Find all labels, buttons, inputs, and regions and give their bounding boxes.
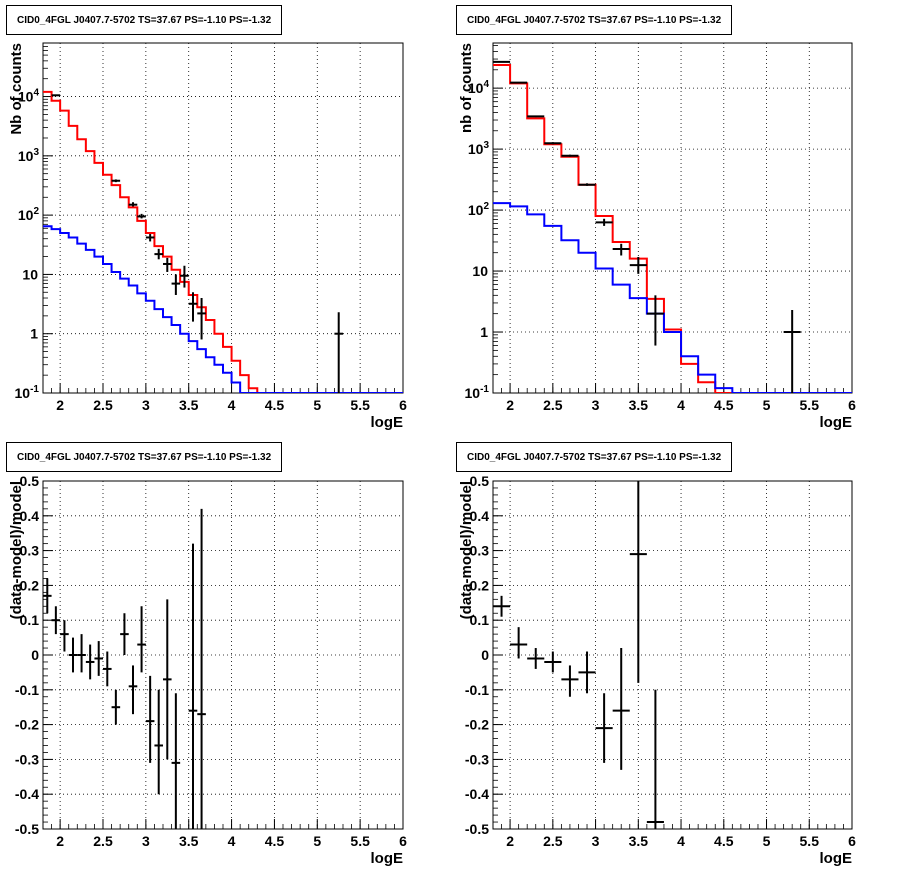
x-tick-label: 3 bbox=[592, 833, 600, 849]
y-axis-label: (data-model)/model bbox=[8, 481, 25, 619]
y-tick-label: -0.3 bbox=[15, 751, 39, 767]
x-tick-label: 3.5 bbox=[179, 397, 199, 413]
x-tick-label: 2 bbox=[56, 833, 64, 849]
y-tick-label: -0.4 bbox=[465, 786, 489, 802]
y-tick-label: -0.5 bbox=[15, 821, 39, 837]
x-axis-label: logE bbox=[820, 414, 853, 431]
y-tick-label: 0.5 bbox=[20, 473, 40, 489]
x-tick-label: 2.5 bbox=[93, 397, 113, 413]
x-tick-label: 2 bbox=[506, 397, 514, 413]
chart-title: CID0_4FGL J0407.7-5702 TS=37.67 PS=-1.10… bbox=[6, 5, 283, 35]
y-tick-label: 10-1 bbox=[465, 384, 490, 401]
x-tick-label: 5.5 bbox=[800, 397, 820, 413]
y-tick-label: 102 bbox=[468, 201, 490, 218]
data-layer bbox=[493, 60, 852, 393]
y-tick-label: 10 bbox=[22, 266, 38, 282]
series-line-1 bbox=[43, 225, 403, 393]
y-tick-label: 0.2 bbox=[20, 577, 40, 593]
x-tick-label: 2.5 bbox=[543, 833, 563, 849]
x-tick-label: 4 bbox=[677, 397, 685, 413]
x-tick-label: 5.5 bbox=[800, 833, 820, 849]
y-tick-label: 0.3 bbox=[470, 543, 490, 559]
x-tick-label: 3.5 bbox=[629, 397, 649, 413]
chart-title: CID0_4FGL J0407.7-5702 TS=37.67 PS=-1.10… bbox=[456, 5, 733, 35]
y-tick-label: 104 bbox=[18, 88, 40, 105]
y-tick-label: 0.5 bbox=[470, 473, 490, 489]
chart-title: CID0_4FGL J0407.7-5702 TS=37.67 PS=-1.10… bbox=[6, 442, 283, 472]
y-tick-label: -0.2 bbox=[465, 717, 489, 733]
y-tick-label: 102 bbox=[18, 206, 40, 223]
y-axis-label: (data-model)/model bbox=[458, 481, 475, 619]
y-tick-label: 0 bbox=[31, 647, 39, 663]
x-tick-label: 4 bbox=[228, 833, 236, 849]
x-tick-label: 3 bbox=[142, 833, 150, 849]
y-tick-label: 0.2 bbox=[470, 577, 490, 593]
x-tick-label: 4 bbox=[677, 833, 685, 849]
y-axis-label: nb of counts bbox=[458, 43, 475, 133]
plot-frame bbox=[492, 480, 853, 830]
x-tick-label: 3 bbox=[592, 397, 600, 413]
x-tick-label: 6 bbox=[848, 833, 856, 849]
chart-panel-3: 2 2.5 3 3.5 4 4.5 5 5.5 6 -0.5 -0.4 -0.3 -0.2 -0.1 0 0.… bbox=[458, 473, 856, 867]
x-axis-label: logE bbox=[820, 850, 853, 867]
y-tick-label: -0.4 bbox=[15, 786, 39, 802]
x-tick-label: 3.5 bbox=[179, 833, 199, 849]
data-layer bbox=[43, 90, 403, 393]
y-tick-label: 103 bbox=[468, 140, 490, 157]
y-tick-label: 0.1 bbox=[470, 612, 490, 628]
y-tick-label: -0.3 bbox=[465, 751, 489, 767]
x-axis-label: logE bbox=[371, 414, 404, 431]
y-tick-label: 104 bbox=[468, 79, 490, 96]
x-tick-label: 2.5 bbox=[543, 397, 563, 413]
x-tick-label: 6 bbox=[848, 397, 856, 413]
x-axis-label: logE bbox=[371, 850, 404, 867]
x-tick-label: 2.5 bbox=[93, 833, 113, 849]
y-tick-label: 0.3 bbox=[20, 543, 40, 559]
x-tick-label: 4.5 bbox=[714, 397, 734, 413]
x-tick-label: 5 bbox=[763, 397, 771, 413]
x-tick-label: 4 bbox=[228, 397, 236, 413]
x-tick-label: 2 bbox=[506, 833, 514, 849]
x-tick-label: 3.5 bbox=[629, 833, 649, 849]
x-tick-label: 5.5 bbox=[350, 833, 370, 849]
plot-frame bbox=[492, 42, 853, 394]
y-tick-label: 0.4 bbox=[20, 508, 40, 524]
y-tick-label: -0.1 bbox=[15, 682, 39, 698]
x-tick-label: 3 bbox=[142, 397, 150, 413]
x-tick-label: 6 bbox=[399, 833, 407, 849]
y-axis-label: Nb of counts bbox=[8, 43, 25, 135]
y-tick-label: 0.1 bbox=[20, 612, 40, 628]
series-line-0 bbox=[493, 63, 852, 393]
y-tick-label: 10 bbox=[472, 263, 488, 279]
x-tick-label: 5 bbox=[313, 397, 321, 413]
y-tick-label: 0.4 bbox=[470, 508, 490, 524]
x-tick-label: 4.5 bbox=[265, 833, 285, 849]
chart-panel-2: 2 2.5 3 3.5 4 4.5 5 5.5 6 -0.5 -0.4 -0.3 -0.2 -0.1 0 0.… bbox=[8, 473, 407, 867]
chart-panel-0: 2 2.5 3 3.5 4 4.5 5 5.5 6 10-1 1 10 102 103 104 logE Nb … bbox=[8, 42, 407, 431]
x-tick-label: 4.5 bbox=[714, 833, 734, 849]
x-tick-label: 5.5 bbox=[350, 397, 370, 413]
y-tick-label: 103 bbox=[18, 147, 40, 164]
x-tick-label: 5 bbox=[313, 833, 321, 849]
data-layer bbox=[43, 508, 206, 829]
x-tick-label: 6 bbox=[399, 397, 407, 413]
x-tick-label: 4.5 bbox=[265, 397, 285, 413]
chart-title: CID0_4FGL J0407.7-5702 TS=37.67 PS=-1.10… bbox=[456, 442, 733, 472]
x-tick-label: 2 bbox=[56, 397, 64, 413]
y-tick-label: 10-1 bbox=[15, 384, 40, 401]
y-tick-label: 1 bbox=[480, 324, 488, 340]
y-tick-label: -0.2 bbox=[15, 717, 39, 733]
data-layer bbox=[493, 481, 664, 829]
y-tick-label: -0.1 bbox=[465, 682, 489, 698]
x-tick-label: 5 bbox=[763, 833, 771, 849]
series-line-0 bbox=[43, 90, 403, 393]
y-tick-label: -0.5 bbox=[465, 821, 489, 837]
y-tick-label: 1 bbox=[30, 326, 38, 342]
chart-panel-1: 2 2.5 3 3.5 4 4.5 5 5.5 6 10-1 1 10 102 103 104 logE nb … bbox=[458, 42, 856, 431]
y-tick-label: 0 bbox=[481, 647, 489, 663]
series-line-1 bbox=[493, 202, 852, 393]
